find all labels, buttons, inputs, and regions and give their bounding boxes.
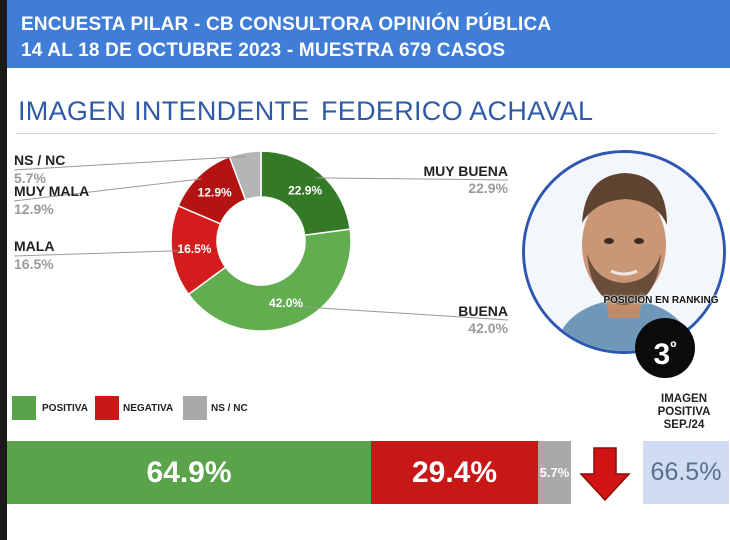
avatar xyxy=(522,150,726,354)
label-mala-name: MALA xyxy=(14,238,55,254)
slice-muy-buena-leader-line xyxy=(316,177,509,181)
ranking-suffix: º xyxy=(670,338,677,357)
summary-positiva-value: 64.9% xyxy=(146,455,232,489)
slice-muy-buena-label: 22.9% xyxy=(288,184,322,198)
legend-label-positiva: POSITIVA xyxy=(42,403,88,414)
legend-swatch-negativa xyxy=(95,396,119,420)
ranking-position: 3 xyxy=(653,338,671,371)
label-buena-name: BUENA xyxy=(458,303,508,319)
ranking-badge: 3º xyxy=(635,318,695,378)
summary-bar-nsnc: 5.7% xyxy=(538,441,571,504)
slice-muy-mala-leader-line xyxy=(13,178,202,202)
summary-negativa-value: 29.4% xyxy=(411,455,498,489)
label-muybuena-value: 22.9% xyxy=(468,180,508,196)
header-line-1: ENCUESTA PILAR - CB CONSULTORA OPINIÓN P… xyxy=(21,14,552,35)
legend-swatch-positiva xyxy=(12,396,36,420)
down-arrow-icon xyxy=(579,447,631,502)
previous-value: 66.5% xyxy=(650,458,722,486)
previous-title-line-2: POSITIVA xyxy=(657,406,711,418)
slice-nsnc-leader-line xyxy=(13,155,246,171)
slice-buena-leader-line xyxy=(287,305,509,321)
ranking-label: POSICIÓN EN RANKING xyxy=(603,295,719,306)
legend-label-negativa: NEGATIVA xyxy=(123,403,174,414)
summary-bar-positiva: 64.9% xyxy=(7,441,371,504)
label-muymala-name: MUY MALA xyxy=(14,183,90,199)
slice-buena xyxy=(187,228,352,332)
label-nsnc-name: NS / NC xyxy=(14,152,66,168)
label-muybuena-name: MUY BUENA xyxy=(423,163,508,179)
label-buena-value: 42.0% xyxy=(468,320,508,336)
person-photo-icon xyxy=(525,153,723,351)
slice-buena-label: 42.0% xyxy=(269,296,303,310)
previous-title-line-1: IMAGEN xyxy=(661,393,707,405)
slice-muy-mala-label: 12.9% xyxy=(198,186,232,200)
previous-value-box: 66.5% xyxy=(643,441,729,504)
header-banner: ENCUESTA PILAR - CB CONSULTORA OPINIÓN P… xyxy=(7,0,730,68)
previous-title-line-3: SEP./24 xyxy=(663,419,705,431)
left-edge-bar xyxy=(0,0,7,540)
header-line-2: 14 AL 18 DE OCTUBRE 2023 - MUESTRA 679 C… xyxy=(21,40,506,61)
title-divider xyxy=(16,133,716,134)
legend-swatch-nsnc xyxy=(183,396,207,420)
slice-mala-label: 16.5% xyxy=(177,242,211,256)
summary-bar-negativa: 29.4% xyxy=(371,441,538,504)
summary-nsnc-value: 5.7% xyxy=(539,465,570,480)
label-mala-value: 16.5% xyxy=(14,256,54,272)
legend-label-nsnc: NS / NC xyxy=(211,403,248,414)
label-muymala-value: 12.9% xyxy=(14,201,54,217)
slice-mala-leader-line xyxy=(13,250,178,257)
previous-title: IMAGEN POSITIVA SEP./24 xyxy=(640,393,728,432)
chart-title: IMAGEN INTENDENTE xyxy=(18,96,310,126)
slice-muy-buena xyxy=(260,150,352,237)
subject-name: FEDERICO ACHAVAL xyxy=(321,96,594,126)
slice-nsnc xyxy=(228,150,262,201)
label-nsnc-value: 5.7% xyxy=(14,170,46,186)
